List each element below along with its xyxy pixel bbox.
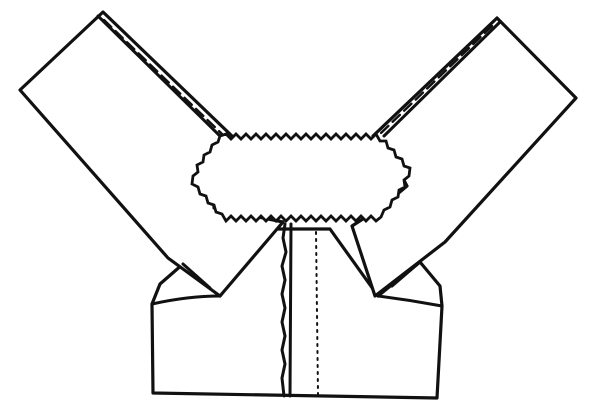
right-panel-stitch-line: [378, 24, 494, 136]
bottom-block-top-edge: [150, 294, 444, 308]
right-panel-inner-edge: [382, 20, 502, 138]
right-fold-accent: [390, 260, 422, 288]
center-seam-left: [280, 222, 288, 398]
center-hexagon: [190, 131, 412, 224]
left-panel-stitch-line: [102, 18, 224, 136]
center-seam-right: [288, 222, 293, 398]
left-panel-inner-edge: [96, 14, 222, 138]
left-fold-accent: [181, 262, 212, 290]
center-seam-stitch-line: [315, 231, 319, 395]
